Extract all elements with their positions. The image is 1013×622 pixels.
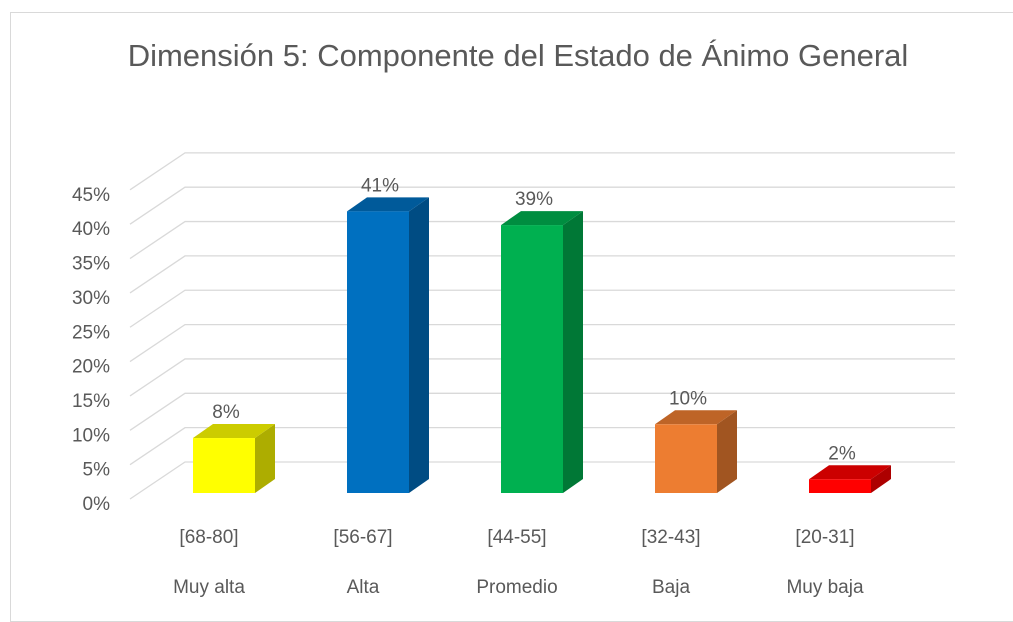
grid-line xyxy=(129,220,955,260)
bar-top xyxy=(501,211,583,226)
bar xyxy=(347,211,409,493)
x-tick-sublabel: Muy baja xyxy=(786,577,864,598)
x-tick-sublabel: Muy alta xyxy=(173,577,245,598)
y-tick-label: 25% xyxy=(72,322,110,343)
bar-side xyxy=(871,465,891,493)
x-tick-label: [68-80] xyxy=(179,527,238,548)
x-tick-label: [56-67] xyxy=(333,527,392,548)
y-tick-label: 45% xyxy=(72,185,110,206)
grid-line xyxy=(129,323,955,363)
y-tick-label: 5% xyxy=(83,460,111,481)
bar-side xyxy=(717,410,737,493)
bar xyxy=(193,438,255,493)
bar xyxy=(809,479,871,493)
x-tick-sublabel: Baja xyxy=(652,577,690,598)
y-tick-label: 15% xyxy=(72,391,110,412)
bar-side xyxy=(255,424,275,493)
bar xyxy=(501,225,563,493)
grid-line xyxy=(129,152,955,191)
data-label: 41% xyxy=(361,175,399,196)
grid-line xyxy=(129,392,955,431)
data-label: 2% xyxy=(828,443,856,464)
bar xyxy=(655,424,717,493)
y-tick-label: 20% xyxy=(72,357,110,378)
x-tick-label: [44-55] xyxy=(487,527,546,548)
data-label: 39% xyxy=(515,189,553,210)
x-tick-label: [32-43] xyxy=(641,527,700,548)
x-tick-sublabel: Promedio xyxy=(476,577,557,598)
x-tick-label: [20-31] xyxy=(795,527,854,548)
bar-top xyxy=(347,197,429,212)
y-tick-label: 35% xyxy=(72,254,110,275)
data-label: 8% xyxy=(212,402,240,423)
grid-line xyxy=(129,255,955,294)
grid-line xyxy=(129,289,955,328)
bar-top xyxy=(193,424,275,439)
y-tick-label: 0% xyxy=(83,494,111,515)
x-tick-sublabel: Alta xyxy=(347,577,380,598)
grid-line xyxy=(129,358,955,397)
bar-side xyxy=(409,197,429,493)
grid-line xyxy=(129,186,955,225)
y-tick-label: 40% xyxy=(72,219,110,240)
bar-top xyxy=(809,465,891,480)
y-tick-label: 30% xyxy=(72,288,110,309)
data-label: 10% xyxy=(669,388,707,409)
chart-title: Dimensión 5: Componente del Estado de Án… xyxy=(127,38,909,73)
bar-top xyxy=(655,410,737,425)
y-tick-label: 10% xyxy=(72,425,110,446)
bar-side xyxy=(563,211,583,493)
